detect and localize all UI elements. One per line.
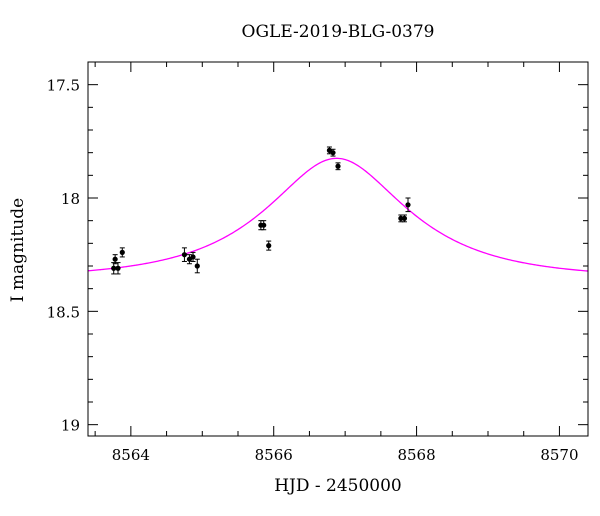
point-marker <box>115 265 121 271</box>
point-marker <box>330 150 336 156</box>
y-tick-label: 18.5 <box>47 303 80 321</box>
data-point <box>186 254 193 265</box>
point-marker <box>398 215 404 221</box>
point-marker <box>405 202 411 208</box>
data-point <box>405 197 411 213</box>
point-marker <box>119 249 125 255</box>
x-tick-label: 8568 <box>397 446 435 464</box>
x-tick-label: 8566 <box>255 446 293 464</box>
data-point <box>111 262 117 275</box>
data-point <box>335 162 341 171</box>
plot-frame <box>87 61 589 437</box>
point-marker <box>111 265 117 271</box>
point-marker <box>194 263 200 269</box>
chart-title: OGLE-2019-BLG-0379 <box>241 22 435 42</box>
point-marker <box>190 254 196 260</box>
data-point <box>112 254 118 265</box>
x-axis-label: HJD - 2450000 <box>274 476 402 496</box>
point-marker <box>266 243 272 249</box>
data-point <box>261 220 267 231</box>
x-tick-label: 8564 <box>112 446 150 464</box>
y-tick-label: 17.5 <box>47 77 80 95</box>
y-axis-label: I magnitude <box>8 197 28 303</box>
point-marker <box>181 252 188 258</box>
data-points-layer <box>111 146 411 275</box>
data-point <box>401 214 408 223</box>
data-point <box>330 148 336 157</box>
data-point <box>115 262 121 275</box>
point-marker <box>112 256 118 262</box>
data-point <box>266 240 272 251</box>
data-point <box>190 251 196 262</box>
data-point <box>119 247 125 258</box>
data-point <box>194 258 200 274</box>
y-tick-label: 19 <box>61 417 80 435</box>
point-marker <box>335 163 341 169</box>
point-marker <box>261 222 267 228</box>
point-marker <box>401 215 408 221</box>
ticks-layer: 8564 8566 8568 8570 17.5 18 18.5 19 <box>47 61 588 464</box>
x-tick-label: 8570 <box>540 446 578 464</box>
data-point <box>181 247 188 262</box>
y-tick-label: 18 <box>61 190 80 208</box>
model-curve-layer <box>87 157 589 272</box>
model-curve <box>87 157 589 272</box>
